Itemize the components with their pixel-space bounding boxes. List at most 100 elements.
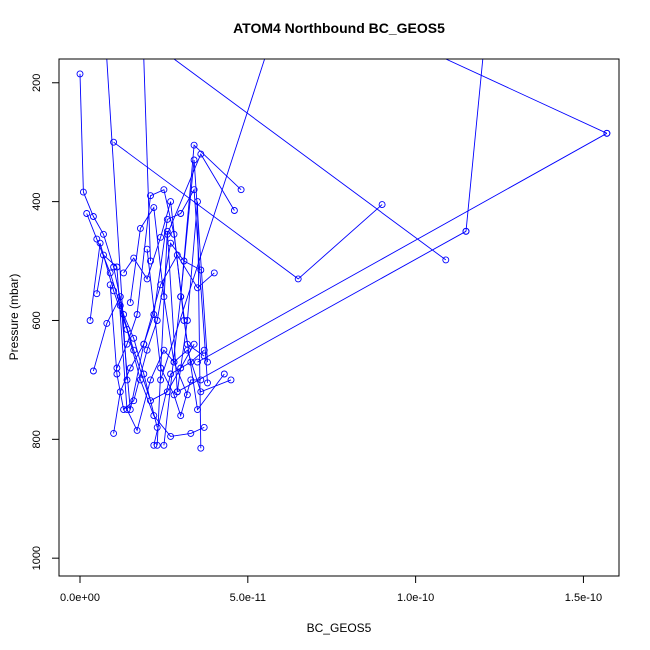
data-point-11-4 xyxy=(177,412,185,420)
plot-layer xyxy=(76,59,611,452)
y-tick-label: 600 xyxy=(31,311,43,329)
data-point-22-1 xyxy=(462,227,470,235)
data-point-12-6 xyxy=(197,444,205,452)
data-point-23-1 xyxy=(157,376,165,384)
data-point-5-7 xyxy=(160,346,168,354)
y-tick-label: 800 xyxy=(31,430,43,448)
x-tick-label: 1.5e-10 xyxy=(565,592,602,604)
data-point-3-8 xyxy=(187,429,195,437)
data-point-4-9 xyxy=(210,269,218,277)
y-tick-label: 400 xyxy=(31,192,43,210)
x-tick-label: 0.0e+00 xyxy=(60,592,100,604)
data-point-17-3 xyxy=(378,201,386,209)
data-point-15-1 xyxy=(177,293,185,301)
data-point-7-7 xyxy=(177,210,185,217)
data-point-7-9 xyxy=(204,379,211,387)
data-point-3-7 xyxy=(167,432,175,440)
series-line-13 xyxy=(153,349,205,446)
x-axis-label: BC_GEOS5 xyxy=(307,621,372,635)
data-point-17-2 xyxy=(294,275,302,283)
data-point-6-4 xyxy=(130,397,138,405)
chart-title: ATOM4 Northbound BC_GEOS5 xyxy=(233,20,445,36)
data-point-25-2 xyxy=(147,257,154,265)
data-point-7-1 xyxy=(110,429,118,437)
data-point-2-3 xyxy=(106,269,114,277)
data-point-16-3 xyxy=(230,207,238,214)
series-line-18 xyxy=(173,59,447,261)
data-point-9-8 xyxy=(220,370,228,378)
data-point-2-1 xyxy=(83,210,91,217)
y-tick-label: 1000 xyxy=(31,546,43,570)
data-point-2-9 xyxy=(190,340,198,348)
data-point-10-2 xyxy=(136,224,144,232)
data-point-5-2 xyxy=(100,251,107,259)
data-point-19-1 xyxy=(173,388,181,396)
series-line-22 xyxy=(465,59,484,232)
data-point-9-5 xyxy=(167,198,175,206)
series-line-11 xyxy=(146,249,201,418)
x-axis: 0.0e+00 5.0e-11 1.0e-10 1.5e-10 xyxy=(60,576,602,604)
data-point-6-1 xyxy=(106,281,114,289)
y-tick-label: 200 xyxy=(31,74,43,92)
data-point-13-2 xyxy=(167,370,175,378)
series-line-20 xyxy=(197,132,608,363)
data-point-15-3 xyxy=(237,186,245,194)
data-point-8-4 xyxy=(147,192,154,200)
data-point-12-4 xyxy=(183,317,191,324)
data-point-14-3 xyxy=(190,156,198,164)
data-point-2-2 xyxy=(93,235,101,243)
y-axis: 200 400 600 800 1000 xyxy=(31,74,59,570)
data-point-20-1 xyxy=(194,358,201,366)
data-point-1-2 xyxy=(79,188,87,196)
data-point-13-3 xyxy=(187,358,195,366)
data-point-3-1 xyxy=(86,317,94,324)
series-line-24 xyxy=(106,59,128,380)
series-line-6 xyxy=(109,242,202,411)
data-point-5-1 xyxy=(93,290,101,298)
data-point-11-5 xyxy=(187,376,195,384)
data-point-2-4 xyxy=(116,302,124,310)
data-point-8-5 xyxy=(160,186,168,194)
data-point-3-6 xyxy=(150,412,158,420)
series-line-17 xyxy=(113,141,383,280)
data-point-7-2 xyxy=(116,388,124,396)
series-line-19 xyxy=(177,230,467,393)
series-line-16 xyxy=(166,153,235,235)
data-point-18-2 xyxy=(442,256,450,264)
data-point-24-2 xyxy=(123,376,131,384)
series-line-25 xyxy=(143,59,151,262)
data-point-10-1 xyxy=(126,299,134,307)
data-point-1-7 xyxy=(130,334,138,342)
data-point-4-2 xyxy=(103,319,111,327)
data-point-7-3 xyxy=(126,364,134,372)
series-line-14 xyxy=(163,159,208,446)
data-point-10-3 xyxy=(150,204,158,212)
data-point-8-2 xyxy=(123,340,131,348)
data-point-1-3 xyxy=(89,213,97,220)
data-point-5-5 xyxy=(133,426,141,434)
data-point-4-1 xyxy=(89,367,97,375)
data-point-5-6 xyxy=(147,376,154,384)
data-point-21-1 xyxy=(603,129,611,137)
data-point-17-1 xyxy=(110,138,118,146)
series-line-15 xyxy=(180,144,242,297)
series-group xyxy=(76,59,611,452)
data-point-13-4 xyxy=(200,346,208,354)
data-point-15-2 xyxy=(190,141,198,149)
series-line-9 xyxy=(123,201,225,411)
series-line-12 xyxy=(156,201,202,449)
series-line-7 xyxy=(113,188,208,434)
x-tick-label: 1.0e-10 xyxy=(397,592,434,604)
series-line-23 xyxy=(160,59,266,381)
data-point-13-1 xyxy=(150,441,158,449)
data-point-16-2 xyxy=(197,150,205,158)
data-point-3-2 xyxy=(96,239,104,247)
data-point-8-3 xyxy=(133,311,141,318)
data-point-16-1 xyxy=(163,230,171,238)
data-point-6-3 xyxy=(120,406,128,414)
data-point-10-7 xyxy=(197,388,205,396)
data-point-10-8 xyxy=(227,376,235,384)
data-point-2-6 xyxy=(147,397,154,405)
data-point-10-6 xyxy=(183,346,191,354)
